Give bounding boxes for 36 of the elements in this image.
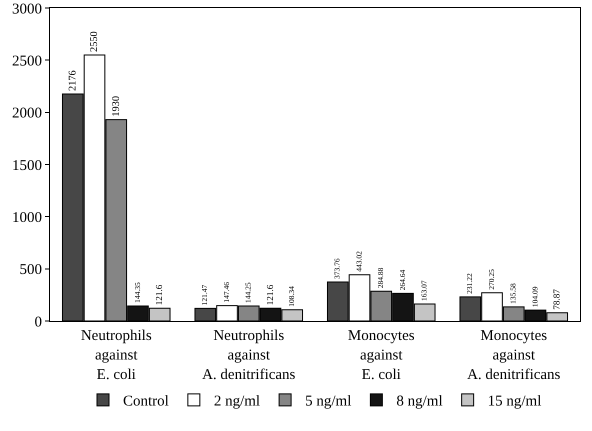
x-tick-label: Monocytes against A. denitrificans: [467, 328, 561, 383]
data-label: 1930: [110, 96, 122, 117]
data-label: 78.87: [552, 288, 562, 310]
data-label: 231.22: [465, 272, 474, 294]
legend-label: 15 ng/ml: [488, 394, 542, 410]
x-tick-label: Monocytes against E. coli: [348, 328, 415, 383]
y-tick-label: 1500: [12, 158, 42, 174]
legend-label: Control: [123, 394, 169, 410]
data-label: 144.25: [244, 282, 253, 303]
data-label: 147.46: [222, 282, 231, 303]
data-label: 144.35: [132, 282, 142, 303]
data-label: 108.34: [287, 286, 296, 307]
y-tick-label: 2000: [12, 106, 42, 122]
data-label: 270.25: [486, 268, 496, 290]
y-tick-label: 0: [34, 314, 42, 330]
data-label: 264.64: [398, 270, 407, 290]
legend-label: 8 ng/ml: [396, 394, 443, 410]
legend-label: 5 ng/ml: [305, 394, 352, 410]
data-label: 2550: [89, 31, 100, 52]
x-tick-label: Neutrophils against A. denitrificans: [202, 328, 296, 383]
data-label: 2176: [67, 70, 78, 91]
data-label: 121.6: [264, 284, 275, 306]
data-label: 373.76: [332, 258, 342, 279]
data-label: 443.02: [354, 250, 364, 272]
data-label: 121.6: [154, 284, 164, 306]
legend-label: 2 ng/ml: [214, 394, 260, 410]
data-label: 135.58: [508, 282, 518, 304]
y-tick-label: 3000: [12, 1, 42, 18]
data-label: 104.09: [530, 286, 540, 308]
x-tick-label: Neutrophils against E. coli: [80, 328, 152, 383]
y-tick-label: 2500: [12, 53, 42, 70]
data-label: 121.47: [200, 284, 210, 306]
data-label: 284.88: [376, 267, 386, 288]
y-tick-label: 500: [20, 262, 42, 278]
y-tick-label: 1000: [12, 210, 42, 226]
data-label: 163.07: [420, 280, 429, 301]
